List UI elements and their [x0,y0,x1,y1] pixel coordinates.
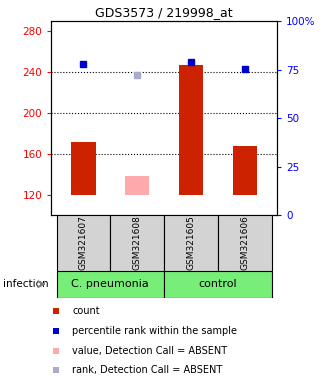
Bar [110,215,164,271]
Bar [218,215,272,271]
Bar [164,271,272,298]
Text: infection: infection [3,279,49,289]
Bar [179,65,203,195]
Text: GSM321608: GSM321608 [133,215,142,270]
Bar [56,215,110,271]
Text: GSM321605: GSM321605 [186,215,196,270]
Text: count: count [72,306,100,316]
Bar [125,176,149,195]
Text: GSM321606: GSM321606 [241,215,249,270]
Text: GSM321607: GSM321607 [79,215,88,270]
Bar [164,215,218,271]
Bar [71,142,96,195]
Text: rank, Detection Call = ABSENT: rank, Detection Call = ABSENT [72,365,223,375]
Text: control: control [199,279,237,289]
Text: value, Detection Call = ABSENT: value, Detection Call = ABSENT [72,346,227,356]
Text: C. pneumonia: C. pneumonia [72,279,149,289]
Bar [56,271,164,298]
Title: GDS3573 / 219998_at: GDS3573 / 219998_at [95,5,233,18]
Bar [233,146,257,195]
Text: percentile rank within the sample: percentile rank within the sample [72,326,237,336]
